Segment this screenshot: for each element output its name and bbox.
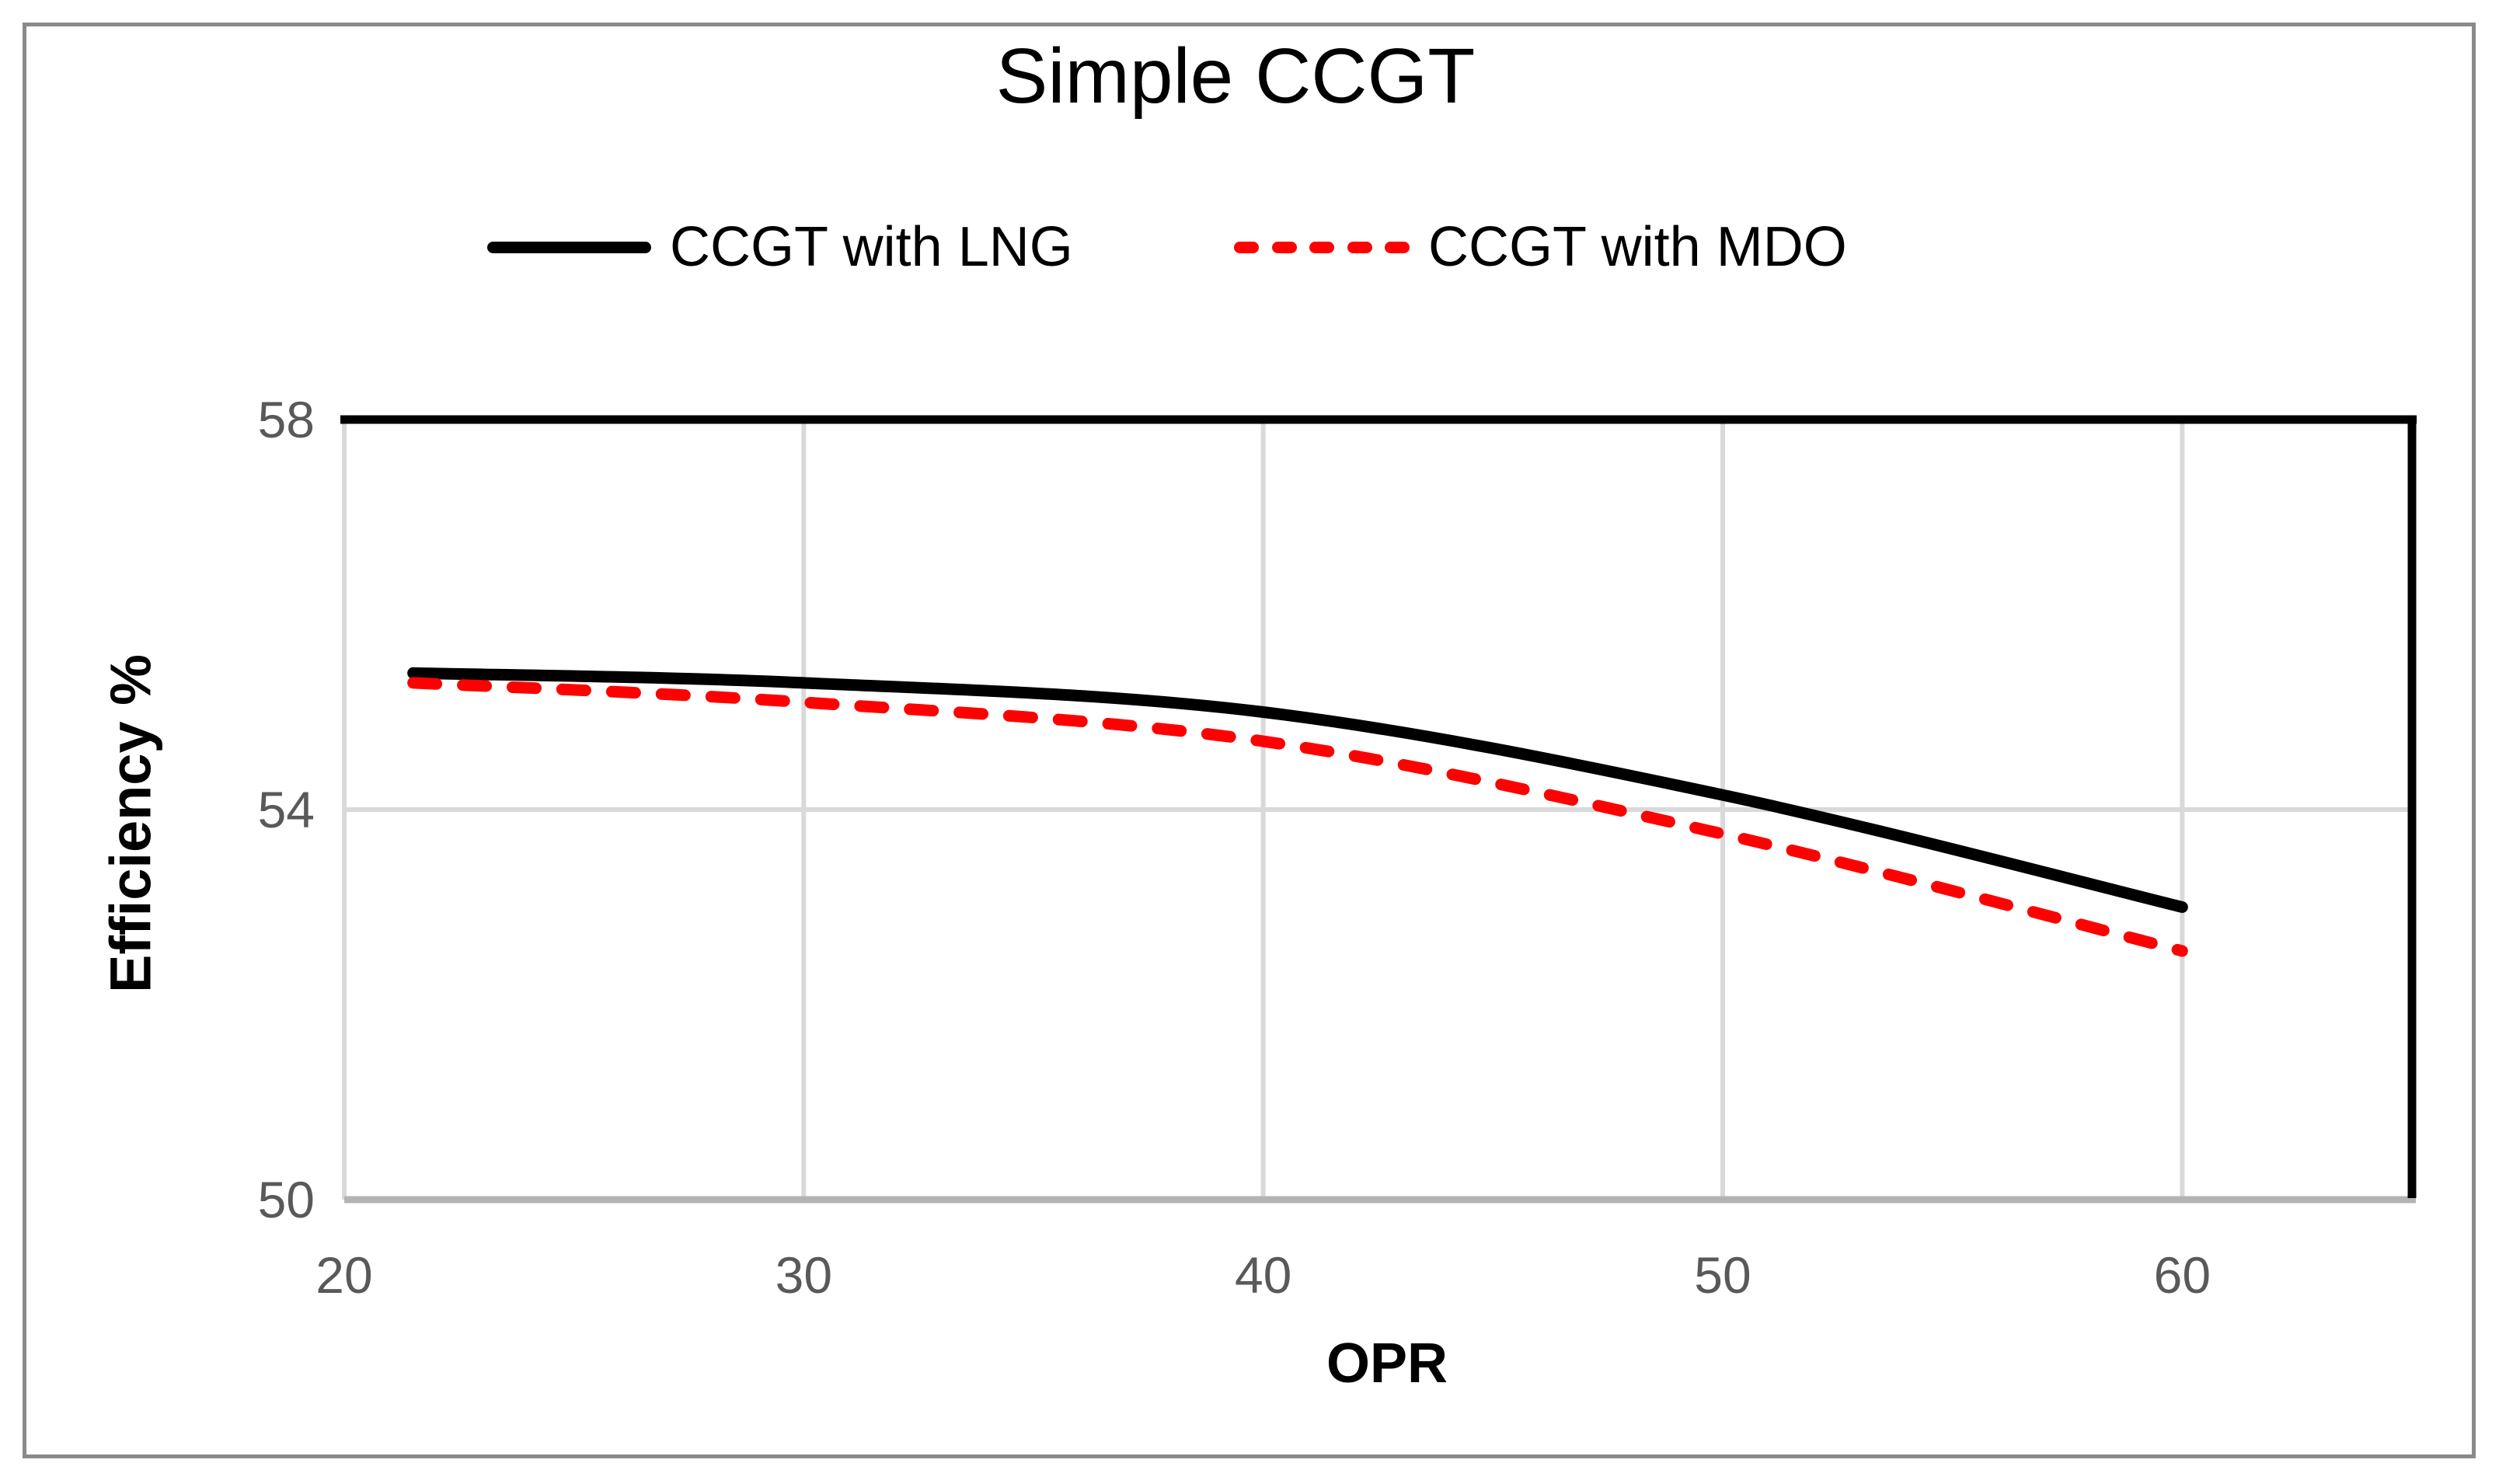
y-tick-label-54: 54 xyxy=(257,781,315,838)
y-tick-label-58: 58 xyxy=(257,391,315,448)
legend-label-lng: CCGT with LNG xyxy=(670,216,1073,278)
legend-item-lng: CCGT with LNG xyxy=(487,211,1073,283)
x-tick-label-20: 20 xyxy=(315,1246,373,1304)
legend-dash-segment xyxy=(1385,241,1410,253)
legend-dash-segment xyxy=(1347,241,1372,253)
legend-dash-segment xyxy=(1234,241,1259,253)
chart-title: Simple CCGT xyxy=(995,33,1476,120)
x-tick-label-40: 40 xyxy=(1234,1246,1292,1304)
x-tick-label-60: 60 xyxy=(2153,1246,2211,1304)
series-curve-mdo xyxy=(407,677,2188,957)
chart-outer-border xyxy=(23,23,2476,1458)
legend-dash-segment xyxy=(1271,241,1297,253)
legend-label-mdo: CCGT with MDO xyxy=(1428,216,1847,278)
legend-item-mdo: CCGT with MDO xyxy=(1234,211,1847,283)
legend-swatch-solid-line xyxy=(487,241,651,253)
x-tick-label-30: 30 xyxy=(775,1246,833,1304)
series-curve-lng xyxy=(407,667,2188,913)
x-axis-title: OPR xyxy=(1326,1332,1448,1395)
y-axis-title: Efficiency % xyxy=(98,654,163,993)
y-tick-label-50: 50 xyxy=(257,1171,315,1228)
x-tick-label-50: 50 xyxy=(1694,1246,1751,1304)
legend-dash-segment xyxy=(1309,241,1334,253)
legend-swatch-dashed-line xyxy=(1234,241,1410,253)
